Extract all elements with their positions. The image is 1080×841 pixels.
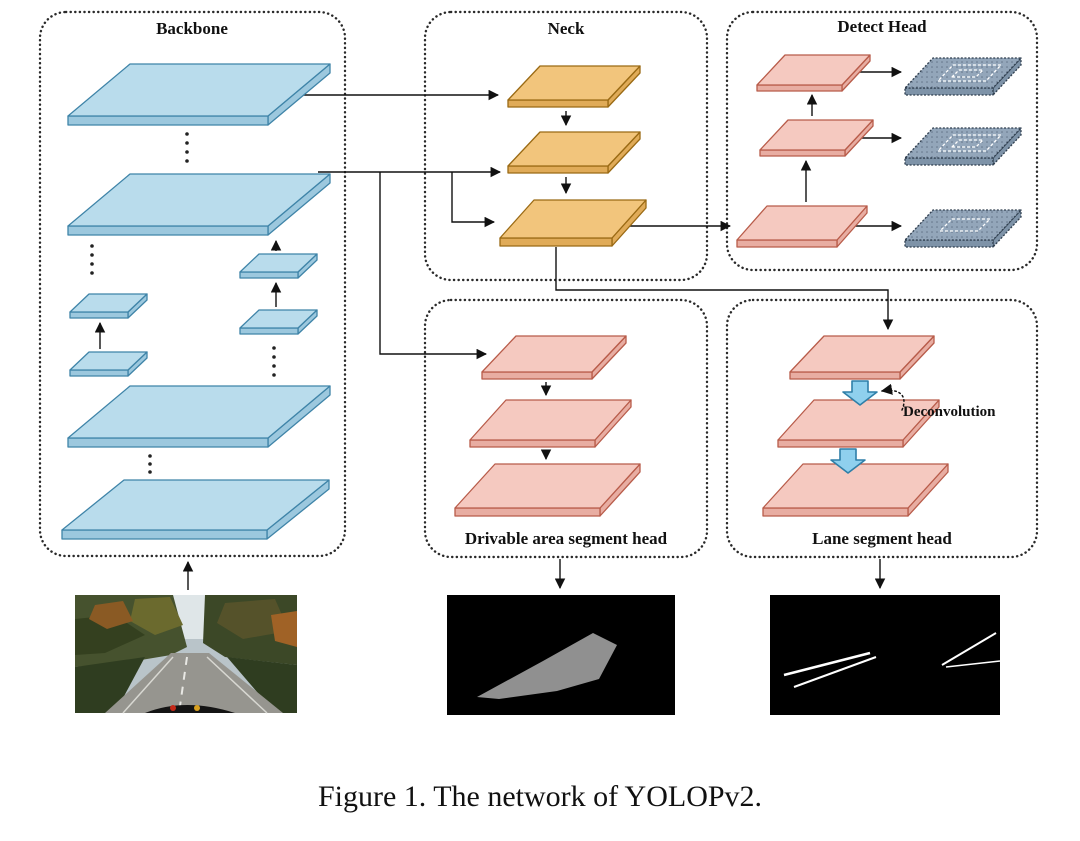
backbone-layer-2 xyxy=(67,173,331,236)
lane-output-image xyxy=(770,595,1001,715)
drivable-head-box xyxy=(423,298,709,559)
arrow-backbone-to-drivable-head xyxy=(379,172,488,360)
backbone-layer-1 xyxy=(67,63,331,126)
input-car-light-amber xyxy=(194,705,200,711)
neck-title: Neck xyxy=(548,19,585,38)
deconvolution-arrow-2 xyxy=(830,448,866,474)
ellipsis-dots xyxy=(185,132,189,163)
drivable-layer-1 xyxy=(481,335,627,380)
backbone-layer-small-l2 xyxy=(69,351,148,377)
lane-head-box xyxy=(725,298,1039,559)
deconvolution-arrow-1 xyxy=(842,380,878,406)
input-grass-left xyxy=(75,657,145,713)
backbone-layer-3 xyxy=(67,385,331,448)
detect-layer-2 xyxy=(759,119,874,157)
ellipsis-dots xyxy=(90,244,94,275)
drivable-area-mask xyxy=(477,633,617,699)
ellipsis-dots xyxy=(148,454,152,474)
neck-box xyxy=(423,10,709,282)
backbone-layers xyxy=(61,63,331,540)
detect-output-texture xyxy=(905,210,1021,240)
neck-layers xyxy=(499,65,647,247)
lane-head-label: Lane segment head xyxy=(812,529,952,548)
detection-anchor-boxes xyxy=(937,64,1002,232)
lane-line xyxy=(941,632,997,666)
detect-layer-3 xyxy=(736,205,868,248)
input-image xyxy=(75,595,297,714)
arrow-backbone-to-neck-3 xyxy=(451,172,496,228)
input-trees-left-dark xyxy=(75,615,145,655)
detect-output-texture xyxy=(905,128,1021,158)
lane-layer-3 xyxy=(762,463,949,517)
detect-head-layers xyxy=(736,54,874,248)
input-road-edge-left xyxy=(122,656,174,714)
anchor-box xyxy=(939,218,991,232)
anchor-box xyxy=(937,134,1002,152)
figure-caption: Figure 1. The network of YOLOPv2. xyxy=(318,780,762,813)
input-road xyxy=(105,653,283,713)
backbone-layer-4 xyxy=(61,479,330,540)
neck-layer-2 xyxy=(507,131,641,174)
backbone-layer-small-r1 xyxy=(239,253,318,279)
input-grass-right xyxy=(227,657,297,713)
neck-layer-1 xyxy=(507,65,641,108)
drivable-output-image xyxy=(447,595,675,715)
input-trees-right-light xyxy=(217,599,289,639)
input-car-light-red xyxy=(170,705,176,711)
detect-layer-1 xyxy=(756,54,871,92)
backbone-layer-small-l1 xyxy=(69,293,148,319)
backbone-box xyxy=(38,10,347,558)
lane-line xyxy=(945,660,1001,668)
detect-head-box xyxy=(725,10,1039,272)
connection-arrows xyxy=(94,66,903,590)
anchor-box xyxy=(951,139,984,148)
backbone-layer-small-r2 xyxy=(239,309,318,335)
drivable-layer-2 xyxy=(469,399,632,448)
lane-line xyxy=(783,651,871,677)
arrow-neck-to-lane-head xyxy=(555,247,894,331)
neck-layer-3 xyxy=(499,199,647,247)
anchor-box xyxy=(951,69,984,78)
input-lane-dashes xyxy=(178,656,188,714)
drivable-head-label: Drivable area segment head xyxy=(465,529,668,548)
lane-output-bg xyxy=(770,595,1000,715)
anchor-box xyxy=(937,64,1002,82)
input-car-hood xyxy=(145,705,235,713)
drivable-head-layers xyxy=(454,335,641,517)
detect-head-title: Detect Head xyxy=(837,17,927,36)
ellipsis-dots xyxy=(272,346,276,377)
input-autumn-patch-left xyxy=(89,601,133,629)
input-trees-left-light xyxy=(130,597,183,635)
lane-layer-1 xyxy=(789,335,935,380)
drivable-layer-3 xyxy=(454,463,641,517)
deconvolution-callout xyxy=(880,383,905,411)
lane-head-layers xyxy=(762,335,949,517)
deconvolution-label: Deconvolution xyxy=(903,404,996,420)
detect-output-texture xyxy=(905,58,1021,88)
input-autumn-patch-right xyxy=(271,611,297,647)
backbone-title: Backbone xyxy=(156,19,228,38)
input-road-edge-right xyxy=(206,656,268,714)
lane-layer-2 xyxy=(777,399,940,448)
lane-line xyxy=(793,656,877,688)
